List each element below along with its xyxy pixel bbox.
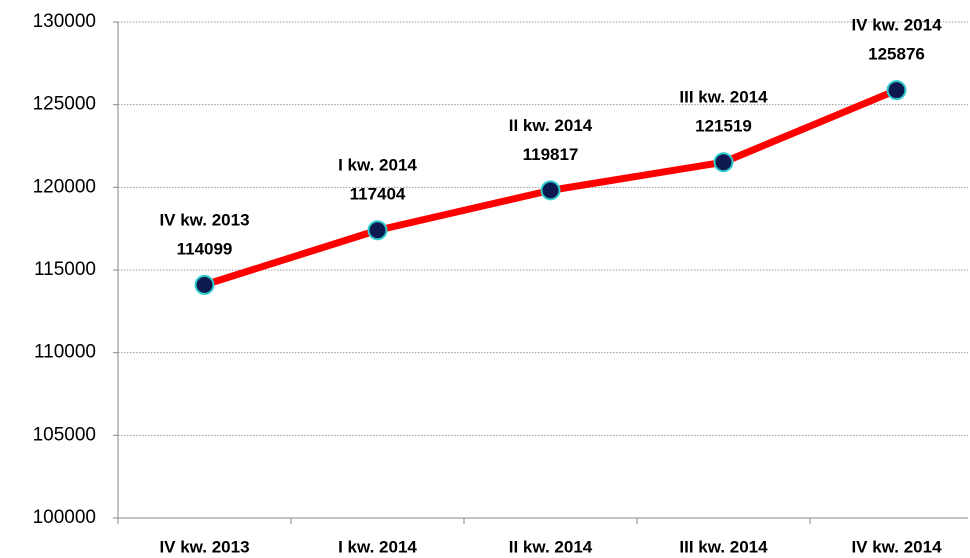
y-tick-label: 130000 <box>33 11 96 32</box>
y-tick-label: 125000 <box>33 94 96 115</box>
data-label-value: 119817 <box>523 145 579 164</box>
y-tick-label: 110000 <box>34 342 96 363</box>
data-label-category: IV kw. 2013 <box>159 210 249 229</box>
x-tick-label: III kw. 2014 <box>679 537 768 556</box>
data-label-category: I kw. 2014 <box>338 156 417 175</box>
data-label-value: 114099 <box>177 239 233 258</box>
marker <box>367 220 388 241</box>
marker <box>540 180 561 201</box>
data-label-category: IV kw. 2014 <box>851 16 942 35</box>
y-tick-label: 115000 <box>34 259 96 280</box>
data-label-value: 125876 <box>868 45 925 64</box>
data-label-value: 121519 <box>695 117 752 136</box>
data-label-category: II kw. 2014 <box>509 116 593 135</box>
x-tick-label: II kw. 2014 <box>509 537 593 556</box>
marker <box>886 80 907 101</box>
data-label-value: 117404 <box>350 185 406 204</box>
y-tick-label: 105000 <box>33 424 96 445</box>
marker <box>194 274 215 295</box>
y-tick-label: 100000 <box>33 507 96 528</box>
data-label-category: III kw. 2014 <box>679 88 768 107</box>
y-tick-label: 120000 <box>33 176 96 197</box>
x-tick-label: IV kw. 2014 <box>851 537 942 556</box>
x-tick-label: IV kw. 2013 <box>159 537 249 556</box>
x-tick-label: I kw. 2014 <box>338 537 417 556</box>
marker <box>713 152 734 173</box>
